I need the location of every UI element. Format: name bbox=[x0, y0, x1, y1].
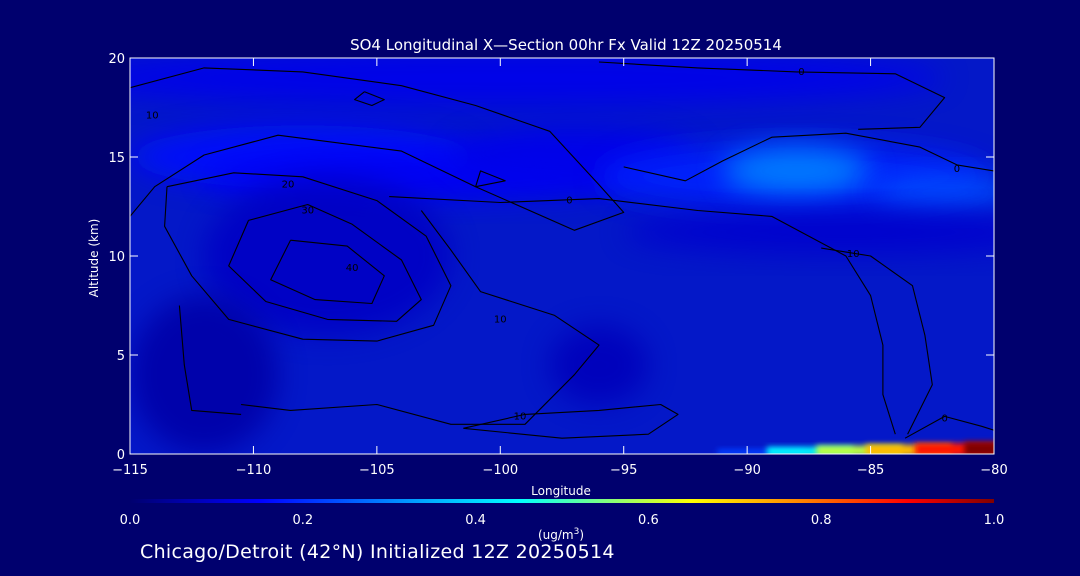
colorbar: 0.0 0.2 0.4 0.6 0.8 1.0 (ug/m3) bbox=[120, 499, 1005, 542]
colorbar-units: (ug/m3) bbox=[538, 527, 584, 542]
x-tick-label: −110 bbox=[236, 463, 272, 478]
x-tick-label: −100 bbox=[482, 463, 518, 478]
plume-segment bbox=[865, 444, 953, 454]
plume-segment bbox=[816, 445, 903, 454]
x-tick-label: −95 bbox=[610, 463, 637, 478]
field-blob bbox=[870, 174, 994, 211]
y-tick-label: 10 bbox=[108, 250, 125, 265]
chart-title: SO4 Longitudinal X—Section 00hr Fx Valid… bbox=[350, 36, 782, 54]
y-axis-label: Altitude (km) bbox=[87, 219, 101, 298]
contour-label: 0 bbox=[798, 67, 804, 78]
field-blob bbox=[204, 176, 451, 336]
colorbar-tick-label: 0.0 bbox=[120, 513, 141, 528]
contour-line bbox=[475, 170, 506, 188]
contour-label: 0 bbox=[954, 164, 960, 175]
x-tick-label: −105 bbox=[359, 463, 395, 478]
plume-segment bbox=[915, 443, 994, 454]
contour-line bbox=[623, 132, 994, 182]
x-tick-label: −85 bbox=[857, 463, 884, 478]
plot-area: 10 20 30 40 10 10 0 10 0 0 0 bbox=[129, 57, 995, 455]
contour-line bbox=[904, 415, 994, 439]
surface-plume bbox=[717, 442, 994, 454]
contour-label: 0 bbox=[941, 413, 947, 424]
contour-label: 10 bbox=[514, 411, 527, 422]
contour-label: 10 bbox=[494, 314, 507, 325]
contour-line bbox=[463, 403, 679, 439]
contour-label: 30 bbox=[301, 205, 314, 216]
contour-label: 0 bbox=[566, 196, 572, 207]
plume-segment bbox=[717, 449, 804, 454]
contour-line bbox=[241, 210, 600, 425]
y-tick-label: 15 bbox=[108, 151, 125, 166]
contour-lines: 10 20 30 40 10 10 0 10 0 0 0 bbox=[130, 61, 994, 439]
contour-label: 20 bbox=[282, 180, 295, 191]
contour-line bbox=[228, 203, 422, 322]
contour-line bbox=[270, 239, 385, 305]
y-tick-label: 0 bbox=[117, 448, 125, 463]
contour-line bbox=[130, 67, 625, 231]
x-tick-label: −90 bbox=[733, 463, 760, 478]
colorbar-gradient bbox=[130, 499, 994, 503]
colorbar-tick-label: 0.4 bbox=[465, 513, 486, 528]
concentration-field bbox=[130, 58, 994, 454]
colorbar-units-close: ) bbox=[579, 528, 584, 542]
colorbar-tick-label: 0.2 bbox=[292, 513, 313, 528]
colorbar-units-text: (ug/m bbox=[538, 528, 574, 542]
x-axis: −115 −110 −105 −100 −95 −90 −85 −80 bbox=[112, 58, 1008, 478]
contour-label: 10 bbox=[146, 110, 159, 121]
field-blob bbox=[130, 295, 279, 454]
y-tick-label: 20 bbox=[108, 52, 125, 67]
contour-line bbox=[389, 196, 896, 435]
colorbar-ticks: 0.0 0.2 0.4 0.6 0.8 1.0 bbox=[120, 513, 1005, 528]
contour-line bbox=[821, 247, 933, 435]
field-blob bbox=[623, 210, 994, 255]
field-blob bbox=[722, 147, 871, 195]
x-axis-label: Longitude bbox=[531, 484, 591, 498]
contour-line bbox=[178, 305, 242, 415]
contour-line bbox=[598, 61, 946, 130]
contour-label: 40 bbox=[346, 263, 359, 274]
colorbar-tick-label: 0.6 bbox=[638, 513, 659, 528]
footer-caption: Chicago/Detroit (42°N) Initialized 12Z 2… bbox=[140, 541, 615, 563]
colorbar-tick-label: 1.0 bbox=[984, 513, 1005, 528]
field-blob bbox=[549, 325, 649, 405]
x-tick-label: −80 bbox=[980, 463, 1007, 478]
colorbar-units-sup: 3 bbox=[574, 527, 580, 537]
plume-segment bbox=[766, 446, 854, 454]
x-tick-label: −115 bbox=[112, 463, 148, 478]
plume-segment bbox=[964, 442, 994, 454]
contour-label: 10 bbox=[847, 249, 860, 260]
y-axis: 0 5 10 15 20 bbox=[108, 52, 994, 463]
contour-line bbox=[164, 172, 452, 342]
contour-line bbox=[354, 91, 385, 107]
y-tick-label: 5 bbox=[117, 349, 125, 364]
colorbar-tick-label: 0.8 bbox=[811, 513, 832, 528]
